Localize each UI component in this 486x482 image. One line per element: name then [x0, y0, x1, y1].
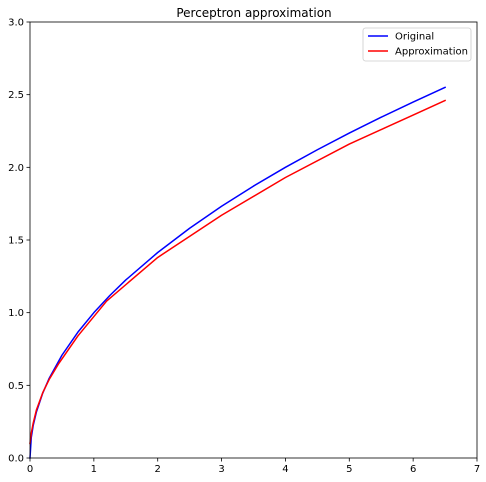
plot-area	[29, 86, 447, 459]
x-tick-label: 1	[91, 464, 97, 475]
x-tick-label: 6	[410, 464, 416, 475]
series-line-approximation	[29, 99, 447, 445]
y-tick-label: 2.0	[8, 163, 24, 174]
x-tick-label: 2	[155, 464, 161, 475]
legend-label-approximation: Approximation	[395, 47, 468, 58]
y-tick-label: 0.5	[8, 381, 24, 392]
y-tick-label: 0.0	[8, 454, 24, 465]
legend-label-original: Original	[395, 32, 434, 43]
axes: 0 1 2 3 4 5 6 7 0.0 0.5 1.0 1.5 2.0 2.5 3.0	[8, 18, 480, 476]
x-tick-label: 7	[474, 464, 480, 475]
y-tick-label: 1.5	[8, 236, 24, 247]
legend: Original Approximation	[362, 27, 472, 62]
x-tick-label: 5	[346, 464, 352, 475]
y-tick-label: 2.5	[8, 90, 24, 101]
chart-title: Perceptron approximation	[176, 6, 331, 20]
x-tick-label: 4	[282, 464, 288, 475]
x-tick-label: 3	[218, 464, 224, 475]
x-tick-label: 0	[27, 464, 33, 475]
y-tick-label: 3.0	[8, 18, 24, 29]
legend-box	[362, 27, 472, 62]
y-tick-label: 1.0	[8, 308, 24, 319]
